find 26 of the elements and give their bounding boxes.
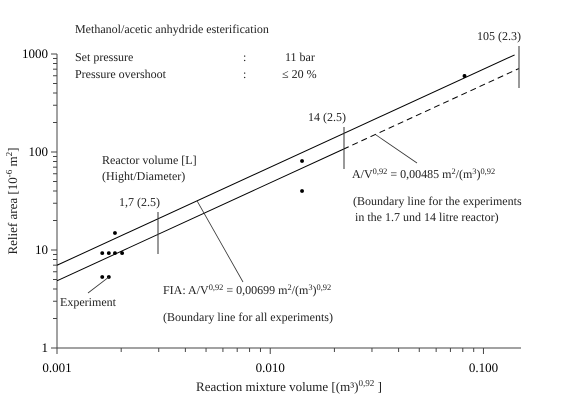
annotation: A/V$^{0,92}$ = 0,00485 m$^{2}$/(m$^{3}$)$^{0,92}$ [352,166,496,181]
annotation: Experiment [60,295,117,309]
annotation: 11 bar [285,50,315,64]
x-tick-label: 0.100 [468,360,498,375]
annotation: FIA: A/V$^{0,92}$ = 0,00699 m$^{2}$/(m$^{3}$)$^{0,92}$ [163,282,332,297]
x-tick-label: 0.001 [42,360,72,375]
annotation: (Hight/Diameter) [102,169,186,183]
y-tick-label: 1000 [22,46,48,61]
annotation: Reactor volume [L] [102,153,197,167]
annotation: : [243,67,246,81]
annotation: 14 (2.5) [308,110,346,124]
annotation: 1,7 (2.5) [119,195,160,209]
annotation: Pressure overshoot [75,67,167,81]
annotation: Set pressure [75,50,134,64]
annotation: (Boundary line for all experiments) [163,310,333,324]
x-tick-label: 0.010 [256,360,285,375]
y-tick-label: 100 [28,144,48,159]
annotation: ≤ 20 % [282,67,317,81]
y-tick-label: 10 [35,242,48,257]
x-axis-title: Reaction mixture volume [(m³)$^{0,92}$ ] [196,378,382,394]
y-tick-label: 1 [42,340,48,355]
annotation: in the 1.7 und 14 litre reactor) [355,210,499,224]
text: 105 (2.3) [477,29,521,43]
chart-title: Methanol/acetic anhydride esterification [75,22,269,36]
annotation: (Boundary line for the experiments [353,194,522,208]
annotation: : [243,50,246,64]
